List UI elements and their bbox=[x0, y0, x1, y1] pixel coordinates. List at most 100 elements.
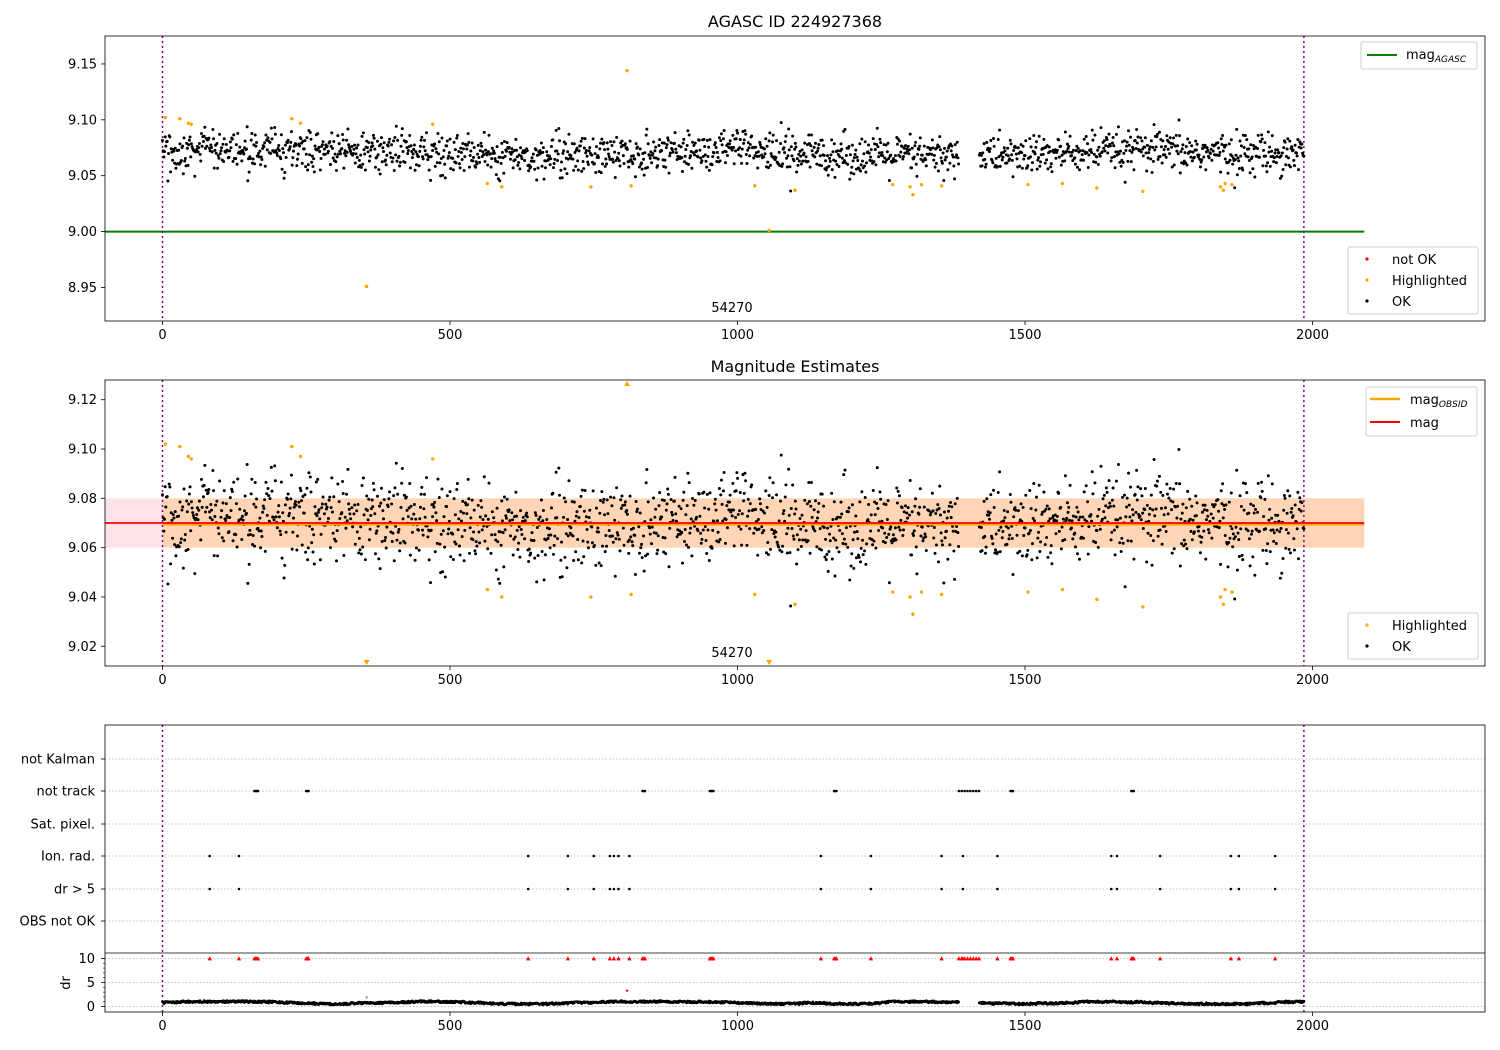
p1-ok-point bbox=[418, 149, 422, 153]
p2-ok-point bbox=[625, 512, 629, 516]
p1-ok-point bbox=[885, 150, 889, 154]
p2-ok-point bbox=[461, 511, 465, 515]
flag-point bbox=[835, 789, 838, 793]
p2-ok-point bbox=[795, 533, 799, 537]
p2-ok-point bbox=[1009, 500, 1013, 504]
p2-ok-point bbox=[455, 481, 459, 485]
p1-ok-point bbox=[380, 136, 384, 140]
p1-ok-point bbox=[680, 170, 684, 174]
p2-ok-point bbox=[648, 526, 652, 530]
p2-ok-point bbox=[601, 500, 605, 504]
p2-ok-point bbox=[453, 513, 457, 517]
p2-ok-point bbox=[440, 487, 444, 491]
p2-ok-point bbox=[1073, 531, 1077, 535]
p2-ok-point bbox=[856, 553, 860, 557]
p1-ok-point bbox=[1128, 149, 1132, 153]
p2-ok-point bbox=[1047, 507, 1051, 511]
p1-ok-point bbox=[1178, 134, 1182, 138]
p2-ok-point bbox=[1136, 485, 1140, 489]
p2-ok-point bbox=[863, 495, 867, 499]
p2-ok-point bbox=[485, 524, 489, 528]
p2-ok-point bbox=[850, 503, 854, 507]
p2-ok-point bbox=[537, 517, 541, 521]
p1-ok-point bbox=[631, 154, 635, 158]
p2-ok-point bbox=[309, 490, 313, 494]
p2-ok-point bbox=[222, 539, 226, 543]
p1-ok-point bbox=[615, 135, 619, 139]
p1-ok-point bbox=[196, 150, 200, 154]
p1-ok-point bbox=[785, 156, 789, 160]
p1-ok-point bbox=[500, 150, 504, 154]
p2-ok-point bbox=[334, 559, 338, 563]
p1-ok-point bbox=[435, 150, 439, 154]
p2-ok-point bbox=[1145, 560, 1149, 564]
p2-ok-point bbox=[539, 498, 543, 502]
p2-ok-point bbox=[743, 471, 747, 475]
p1-ok-point bbox=[740, 147, 744, 151]
p2-ok-point bbox=[682, 490, 686, 494]
p1-ok-point bbox=[830, 168, 834, 172]
p1-ok-point bbox=[245, 125, 249, 129]
p2-ok-point bbox=[824, 537, 828, 541]
p2-ok-point bbox=[576, 538, 580, 542]
p1-ok-point bbox=[1063, 159, 1067, 163]
p2-ok-point bbox=[562, 496, 566, 500]
p1-ok-point bbox=[563, 167, 567, 171]
p1-ok-point bbox=[298, 144, 302, 148]
p2-ok-point bbox=[1229, 491, 1233, 495]
p2-ok-point bbox=[1290, 506, 1294, 510]
p1-ok-point bbox=[1172, 163, 1176, 167]
p2-ok-point bbox=[344, 526, 348, 530]
p2-ok-point bbox=[1223, 507, 1227, 511]
p2-ok-point bbox=[1261, 548, 1265, 552]
p1-highlighted-point-11 bbox=[629, 184, 633, 188]
p1-ok-point bbox=[268, 140, 272, 144]
p1-ok-point bbox=[1071, 148, 1075, 152]
p1-frame bbox=[104, 35, 1486, 322]
p1-ok-point bbox=[372, 136, 376, 140]
p1-ok-point bbox=[606, 147, 610, 151]
p1-ok-point bbox=[1003, 149, 1007, 153]
p2-ok-point bbox=[414, 546, 418, 550]
p1-ok-point bbox=[795, 170, 799, 174]
p1-ok-point bbox=[516, 163, 520, 167]
p2-ok-point bbox=[360, 483, 364, 487]
p1-ok-point bbox=[887, 157, 891, 161]
p2-ok-point bbox=[1200, 510, 1204, 514]
p2-ok-point bbox=[760, 525, 764, 529]
p2-ok-point bbox=[734, 515, 738, 519]
p2-out-of-range-marker-1 bbox=[363, 660, 370, 665]
p2-ok-point bbox=[597, 561, 601, 565]
p2-ok-point bbox=[234, 502, 238, 506]
p1-ok-point bbox=[780, 164, 784, 168]
p2-ok-point bbox=[1160, 542, 1164, 546]
p1-ok-point bbox=[1273, 151, 1277, 155]
p1-ok-point bbox=[770, 154, 774, 158]
p1-ok-point bbox=[877, 151, 881, 155]
p2-ok-point bbox=[1011, 573, 1015, 577]
p1-ok-point bbox=[410, 149, 414, 153]
p1-ok-point bbox=[748, 154, 752, 158]
p1-ytick-label-3: 9.10 bbox=[68, 113, 97, 128]
p1-ok-point bbox=[1130, 150, 1134, 154]
p2-ok-point bbox=[1250, 529, 1254, 533]
p2-ok-point bbox=[713, 497, 717, 501]
p1-ok-point bbox=[745, 161, 749, 165]
p2-ok-point bbox=[1184, 542, 1188, 546]
p2-ok-point bbox=[1272, 539, 1276, 543]
p1-ok-point bbox=[1166, 147, 1170, 151]
p1-ok-point bbox=[1158, 155, 1162, 159]
p2-ok-point bbox=[982, 499, 986, 503]
p1-ok-point bbox=[652, 140, 656, 144]
p1-ok-point bbox=[1068, 134, 1072, 138]
p2-ok-point bbox=[703, 524, 707, 528]
p1-ok-point bbox=[621, 154, 625, 158]
p2-ok-point bbox=[1181, 502, 1185, 506]
p1-ok-point bbox=[932, 153, 936, 157]
p1-ok-point bbox=[443, 176, 447, 180]
p2-ok-point bbox=[227, 530, 231, 534]
flag-point bbox=[1011, 789, 1015, 793]
p1-ok-point bbox=[471, 159, 475, 163]
p2-ok-point bbox=[658, 491, 662, 495]
p2-ok-point bbox=[587, 515, 591, 519]
